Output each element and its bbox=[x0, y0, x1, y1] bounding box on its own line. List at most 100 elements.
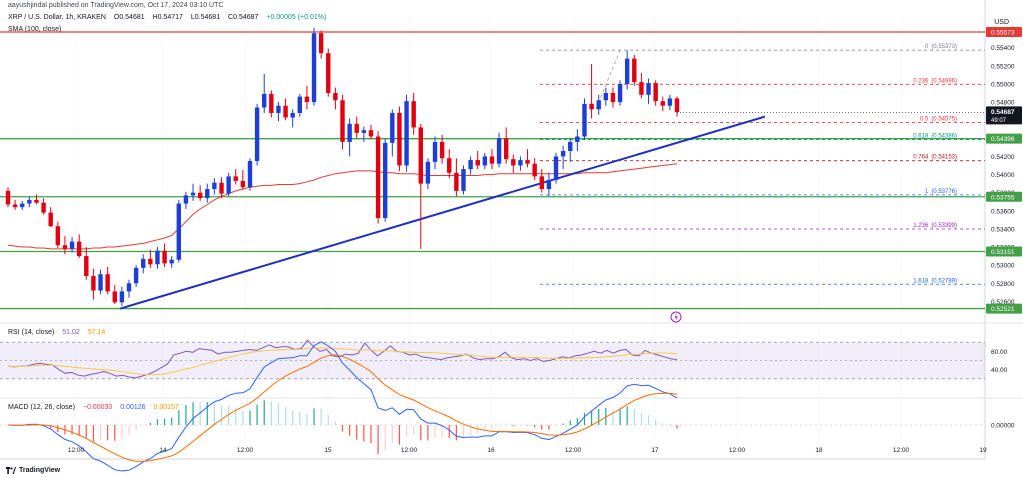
macd-histogram-bar bbox=[78, 425, 80, 436]
candle-body bbox=[41, 202, 46, 213]
price-tick-label: 0.53400 bbox=[991, 226, 1015, 233]
candle-body bbox=[176, 203, 182, 260]
trendline bbox=[119, 115, 766, 310]
candle-body bbox=[290, 112, 295, 118]
macd-histogram-bar bbox=[370, 425, 372, 444]
time-tick-label: 15 bbox=[324, 447, 332, 454]
price-level-badge bbox=[986, 27, 1022, 38]
macd-histogram-bar bbox=[519, 425, 522, 426]
rising-trendline bbox=[119, 115, 766, 310]
rsi-legend-label[interactable]: RSI (14, close) bbox=[8, 329, 55, 336]
macd-histogram-bar bbox=[135, 425, 137, 431]
candle-body bbox=[262, 93, 267, 108]
candle-body bbox=[62, 245, 68, 249]
macd-signal-value: 0.00126 bbox=[120, 404, 146, 411]
macd-histogram-bar bbox=[327, 415, 329, 425]
macd-histogram-bar bbox=[171, 417, 173, 425]
macd-histogram-bar bbox=[555, 425, 557, 427]
candle-body bbox=[205, 189, 210, 199]
price-tick-label: 0.55200 bbox=[991, 63, 1015, 70]
macd-histogram-bar bbox=[163, 418, 166, 425]
candle-body bbox=[212, 182, 217, 190]
fib-value: (0.54996) bbox=[931, 78, 957, 84]
macd-histogram-bar bbox=[612, 409, 614, 425]
price-level-label: 0.54396 bbox=[991, 136, 1015, 143]
macd-histogram-bar bbox=[121, 425, 123, 439]
price-tick-label: 0.54200 bbox=[991, 154, 1015, 161]
macd-histogram-bar bbox=[676, 425, 678, 429]
time-tick-label: 18 bbox=[815, 447, 823, 454]
candle-body bbox=[667, 98, 673, 106]
candle-body bbox=[624, 58, 630, 84]
candle-body bbox=[91, 276, 96, 291]
candle-body bbox=[454, 172, 459, 191]
macd-histogram-bar bbox=[149, 422, 151, 425]
sma-legend-label[interactable]: SMA (100, close) bbox=[8, 26, 62, 33]
candle-body bbox=[326, 53, 331, 94]
current-price-label: 0.54687 bbox=[991, 109, 1015, 116]
candle-body bbox=[674, 98, 680, 113]
candle-body bbox=[525, 160, 530, 164]
high-value: H0.54717 bbox=[152, 14, 183, 21]
fib-diagonal bbox=[595, 50, 621, 109]
price-tick-label: 0.52800 bbox=[991, 281, 1015, 288]
price-tick-label: 0.54800 bbox=[991, 100, 1015, 107]
candle-body bbox=[155, 250, 160, 265]
fib-ratio: 1.236 bbox=[913, 223, 929, 229]
price-level-badge bbox=[986, 246, 1022, 257]
time-tick-label: 17 bbox=[651, 447, 659, 454]
candle-body bbox=[12, 204, 18, 208]
price-level-label: 0.53151 bbox=[991, 249, 1015, 256]
time-tick-label: 12:00 bbox=[68, 447, 85, 454]
macd-histogram-bar bbox=[284, 407, 287, 425]
candle-body bbox=[596, 100, 601, 110]
macd-histogram-bar bbox=[199, 402, 201, 425]
price-level-badge bbox=[986, 303, 1022, 314]
price-tick-label: 0.54000 bbox=[991, 172, 1015, 179]
macd-histogram-bar bbox=[548, 425, 550, 430]
candle-body bbox=[304, 96, 310, 103]
candle-body bbox=[69, 241, 75, 249]
symbol-title[interactable]: XRP / U.S. Dollar, 1h, KRAKEN bbox=[8, 14, 106, 21]
macd-histogram-bar bbox=[228, 405, 230, 425]
macd-histogram-bar bbox=[619, 408, 621, 425]
tradingview-logo-text: TradingView bbox=[19, 467, 61, 474]
macd-histogram-bar bbox=[413, 425, 415, 435]
rsi-legend: RSI (14, close) 51.02 57.14 bbox=[8, 329, 105, 336]
price-tick-label: 0.53000 bbox=[991, 263, 1015, 270]
candle-body bbox=[126, 283, 132, 292]
candles bbox=[5, 27, 985, 306]
price-level-badge bbox=[986, 191, 1022, 202]
rsi-pane bbox=[7, 339, 678, 379]
candle-body bbox=[553, 156, 559, 180]
macd-histogram-bar bbox=[114, 425, 116, 441]
fib-level-label: 0.618 (0.54386) bbox=[913, 134, 957, 140]
candle-body bbox=[254, 107, 260, 161]
price-level-label: 0.55573 bbox=[991, 30, 1015, 37]
macd-histogram-bar bbox=[306, 414, 308, 425]
macd-histogram-bar bbox=[341, 425, 344, 432]
fib-ratio: 0 bbox=[925, 44, 929, 50]
macd-histogram-bar bbox=[128, 425, 130, 436]
time-tick-label: 14 bbox=[159, 447, 167, 454]
macd-histogram-bar bbox=[356, 425, 358, 440]
macd-histogram-bar bbox=[427, 425, 429, 441]
candle-body bbox=[311, 33, 317, 103]
macd-histogram-bar bbox=[562, 423, 564, 425]
candle-body bbox=[532, 163, 537, 177]
rsi-band-fill bbox=[0, 342, 985, 379]
candle-body bbox=[318, 33, 324, 54]
macd-histogram-bar bbox=[107, 425, 109, 441]
price-level-badge bbox=[986, 133, 1022, 144]
candle-body bbox=[233, 176, 238, 181]
fib-ratio: 0.618 bbox=[913, 134, 929, 140]
fib-value: (0.52789) bbox=[931, 278, 957, 284]
low-value: L0.54681 bbox=[190, 14, 221, 21]
candle-body bbox=[511, 159, 516, 166]
macd-histogram-bar bbox=[605, 407, 607, 425]
macd-legend-label[interactable]: MACD (12, 26, close) bbox=[8, 404, 75, 411]
candle-body bbox=[76, 241, 82, 257]
macd-histogram-bar bbox=[662, 423, 664, 425]
fib-ratio: 0.236 bbox=[913, 78, 929, 84]
